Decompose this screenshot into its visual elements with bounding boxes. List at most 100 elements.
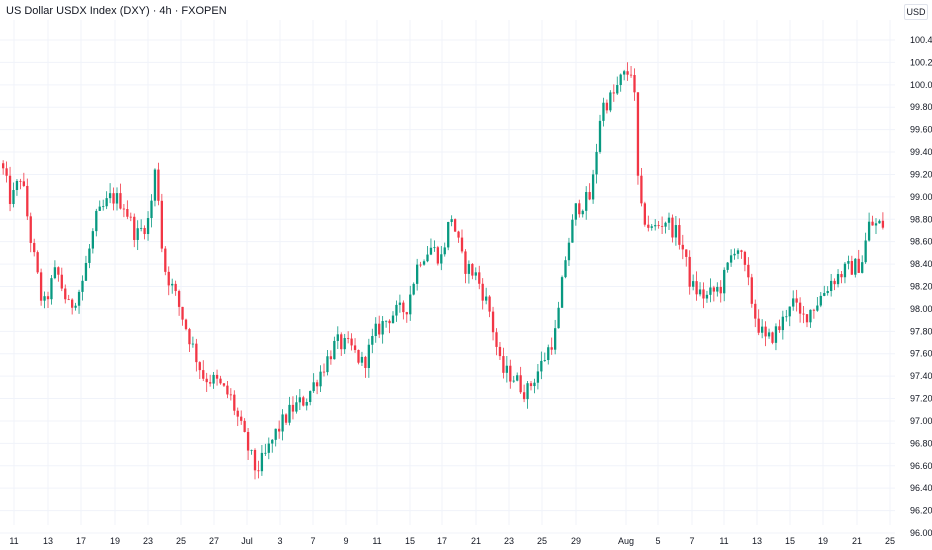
y-tick-label: 98.80 — [910, 214, 932, 224]
candle — [112, 187, 115, 211]
x-tick-label: 11 — [719, 536, 728, 546]
candle — [840, 271, 843, 284]
candle-body — [581, 210, 584, 215]
x-tick-label: 21 — [471, 536, 481, 546]
candle — [833, 278, 836, 291]
candle-body — [878, 220, 881, 224]
candle-body — [405, 312, 408, 315]
candle — [229, 388, 232, 401]
candle-body — [229, 394, 232, 396]
candle — [491, 306, 495, 341]
y-tick-label: 99.80 — [910, 102, 932, 112]
candle-body — [174, 283, 177, 292]
candle — [802, 305, 805, 324]
candle — [98, 200, 101, 212]
candle-body — [371, 336, 374, 345]
y-tick-label: 98.40 — [910, 259, 932, 269]
candle-body — [509, 365, 512, 382]
candle — [198, 361, 201, 380]
candle — [509, 359, 512, 389]
y-tick-label: 98.60 — [910, 237, 932, 247]
candle-body — [488, 296, 491, 312]
candle — [854, 258, 857, 278]
candle-body — [412, 283, 415, 295]
candle-body — [326, 356, 329, 373]
candle — [750, 273, 753, 308]
candle-body — [119, 193, 122, 209]
candle-body — [574, 203, 577, 220]
candle-body — [850, 261, 853, 275]
candle-body — [516, 375, 519, 381]
candle — [485, 287, 488, 305]
candle — [215, 369, 219, 386]
y-tick-label: 96.80 — [910, 438, 932, 448]
candle — [74, 302, 77, 311]
candle-body — [550, 347, 553, 350]
candle-body — [350, 338, 353, 346]
candle-body — [19, 180, 22, 182]
candle — [702, 282, 705, 309]
candle-body — [84, 262, 88, 281]
candle-body — [457, 231, 460, 238]
candle — [146, 211, 150, 241]
candle — [236, 407, 239, 427]
candle — [488, 295, 491, 318]
candle-body — [695, 281, 698, 295]
candle — [233, 390, 236, 416]
candle-body — [184, 319, 188, 330]
candle — [447, 221, 450, 251]
candle-body — [36, 252, 39, 273]
candle — [781, 310, 784, 340]
candle — [309, 390, 312, 406]
candle-body — [453, 219, 457, 232]
candle — [388, 319, 391, 334]
candle-body — [816, 305, 819, 311]
candle-body — [388, 320, 391, 324]
currency-button[interactable]: USD — [904, 4, 928, 20]
candle — [574, 203, 577, 226]
candle-body — [705, 294, 709, 299]
x-tick-label: 17 — [437, 536, 447, 546]
candle — [474, 267, 477, 281]
candle — [560, 275, 564, 308]
candle-body — [881, 220, 885, 228]
candle — [212, 372, 215, 389]
candle-body — [271, 439, 274, 444]
candle — [629, 66, 633, 78]
candle — [19, 178, 22, 190]
candle-body — [422, 261, 426, 265]
candle-body — [367, 344, 370, 368]
candle — [723, 267, 726, 302]
candle-body — [854, 258, 857, 275]
candle — [281, 409, 284, 441]
candle-body — [557, 307, 560, 329]
candle-body — [74, 305, 77, 308]
candle — [181, 306, 184, 326]
candle-body — [426, 254, 429, 262]
candle-body — [723, 269, 726, 294]
candle-body — [246, 431, 250, 451]
candle — [67, 294, 70, 301]
candle — [2, 160, 5, 175]
candles-layer — [2, 62, 885, 480]
candle-body — [419, 264, 422, 266]
candle — [719, 280, 722, 303]
candle — [191, 336, 195, 348]
price-axis[interactable]: 100.40 100.20 100.00 99.80 99.60 99.40 99.20 99… — [910, 35, 932, 538]
candle-body — [153, 169, 157, 201]
time-axis[interactable]: 11 13 17 19 23 25 27 Jul 3 7 9 11 15 17 21 23 25 29 Aug 5 7 1… — [9, 536, 895, 546]
candle — [8, 166, 12, 212]
candle — [805, 314, 809, 328]
candle — [253, 448, 257, 480]
candle — [850, 255, 853, 276]
candle-body — [843, 263, 847, 278]
candle-body — [88, 248, 91, 263]
x-tick-label: 17 — [76, 536, 86, 546]
candle-body — [188, 329, 191, 345]
candle — [743, 250, 747, 272]
candle-body — [343, 338, 346, 350]
candle — [53, 260, 57, 280]
candle — [640, 168, 643, 207]
candle — [174, 280, 177, 296]
